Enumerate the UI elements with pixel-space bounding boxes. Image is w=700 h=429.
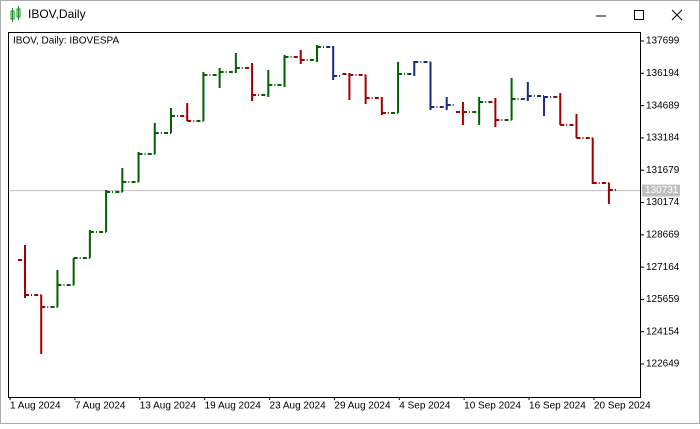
y-tick-label: 131679 (646, 165, 680, 176)
x-tick-label: 16 Sep 2024 (529, 401, 586, 412)
window-title: IBOV,Daily (28, 7, 86, 21)
x-tick-label: 7 Aug 2024 (75, 401, 126, 412)
close-button[interactable] (671, 9, 683, 21)
y-tick-label: 137699 (646, 36, 680, 47)
plot-frame (8, 32, 641, 398)
y-tick-label: 136194 (646, 68, 680, 79)
maximize-button[interactable] (634, 10, 644, 20)
x-tick-label: 20 Sep 2024 (594, 401, 651, 412)
x-tick-label: 1 Aug 2024 (10, 401, 61, 412)
current-price-label: 130731 (645, 185, 679, 196)
y-tick-label: 130174 (646, 197, 680, 208)
app-icon (10, 6, 21, 22)
chart-title: IBOV, Daily: IBOVESPA (13, 36, 119, 47)
y-tick-label: 134689 (646, 100, 680, 111)
x-tick-label: 13 Aug 2024 (140, 401, 197, 412)
x-tick-label: 29 Aug 2024 (334, 401, 391, 412)
y-tick-label: 125659 (646, 294, 680, 305)
y-tick-label: 127164 (646, 262, 680, 273)
x-tick-label: 23 Aug 2024 (270, 401, 327, 412)
x-tick-label: 10 Sep 2024 (464, 401, 521, 412)
x-tick-label: 4 Sep 2024 (399, 401, 451, 412)
y-tick-label: 133184 (646, 133, 680, 144)
current-price-box (642, 184, 680, 197)
y-tick-label: 122649 (646, 359, 680, 370)
y-tick-label: 128669 (646, 229, 680, 240)
x-tick-label: 19 Aug 2024 (205, 401, 262, 412)
y-tick-label: 124154 (646, 326, 680, 337)
